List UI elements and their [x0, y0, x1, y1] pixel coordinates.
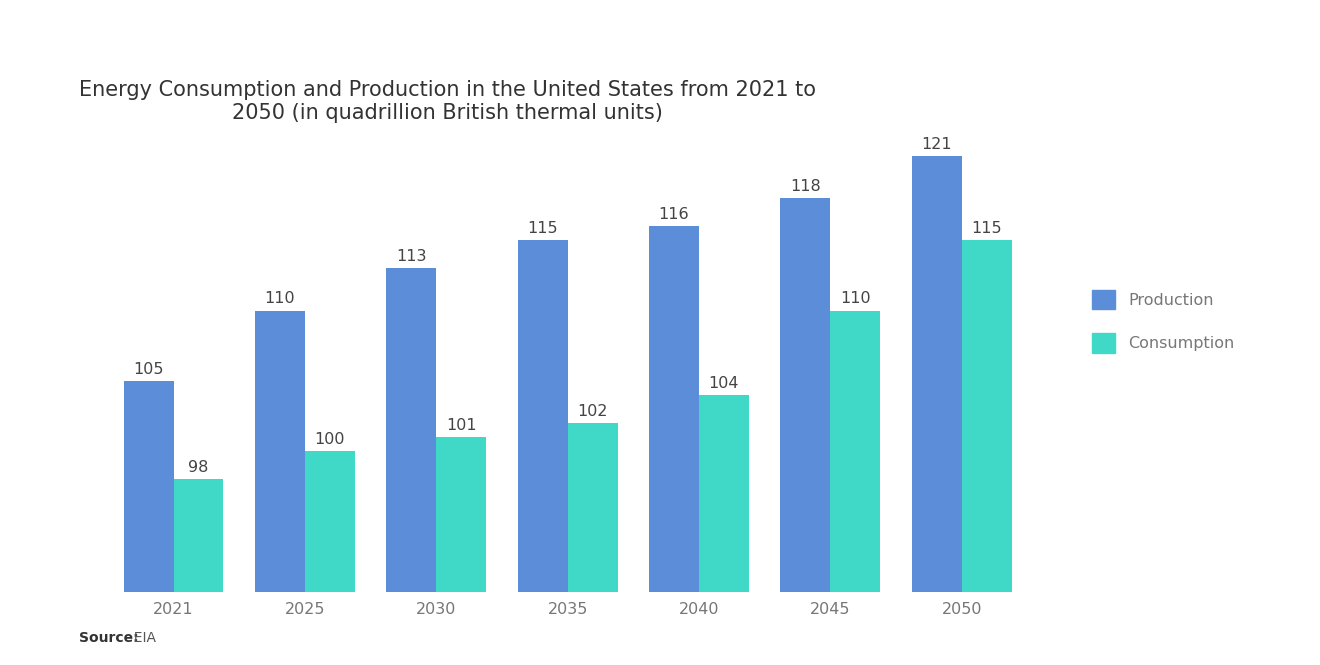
Bar — [912, 156, 962, 665]
Text: 98: 98 — [189, 460, 209, 475]
Bar — [387, 269, 436, 665]
Text: 104: 104 — [709, 376, 739, 391]
Text: 116: 116 — [659, 207, 689, 222]
Bar — [305, 452, 355, 665]
Bar — [517, 240, 568, 665]
Text: Energy Consumption and Production in the United States from 2021 to
2050 (in qua: Energy Consumption and Production in the… — [79, 80, 816, 123]
Text: 118: 118 — [789, 179, 821, 194]
Bar — [255, 311, 305, 665]
Bar — [780, 198, 830, 665]
Bar — [700, 395, 748, 665]
Bar — [830, 311, 880, 665]
Text: 113: 113 — [396, 249, 426, 264]
Bar — [962, 240, 1011, 665]
Bar — [649, 226, 700, 665]
Text: 121: 121 — [921, 137, 952, 152]
Bar — [436, 437, 486, 665]
Text: 102: 102 — [577, 404, 607, 419]
Text: 100: 100 — [314, 432, 345, 447]
Text: Source:: Source: — [79, 631, 139, 645]
Bar — [124, 381, 173, 665]
Text: 115: 115 — [527, 221, 558, 236]
Text: 110: 110 — [264, 291, 296, 307]
Text: 101: 101 — [446, 418, 477, 433]
Bar — [173, 479, 223, 665]
Text: 110: 110 — [840, 291, 871, 307]
Legend: Production, Consumption: Production, Consumption — [1084, 282, 1242, 360]
Text: 115: 115 — [972, 221, 1002, 236]
Text: EIA: EIA — [125, 631, 156, 645]
Text: 105: 105 — [133, 362, 164, 377]
Bar — [568, 423, 618, 665]
